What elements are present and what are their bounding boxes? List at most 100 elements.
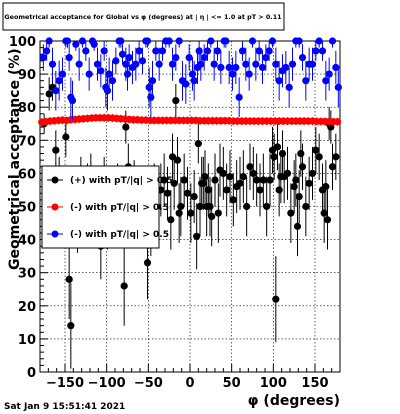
data-point xyxy=(222,37,230,45)
data-point xyxy=(232,63,240,72)
data-point xyxy=(270,153,278,161)
data-point xyxy=(201,173,209,181)
data-point xyxy=(90,40,98,48)
data-point xyxy=(272,60,280,68)
data-point xyxy=(268,37,277,45)
data-point xyxy=(210,60,218,68)
data-point xyxy=(236,179,244,187)
data-point xyxy=(302,202,310,211)
data-point xyxy=(160,176,168,184)
y-tick-label: 10 xyxy=(18,333,36,348)
data-point xyxy=(62,133,70,141)
data-point xyxy=(132,60,140,68)
data-point xyxy=(273,143,282,151)
data-point xyxy=(259,176,267,184)
data-point xyxy=(193,232,201,240)
data-point xyxy=(190,77,198,85)
data-point xyxy=(190,192,198,201)
data-point xyxy=(312,47,320,55)
data-point xyxy=(333,118,342,126)
data-point xyxy=(78,37,87,45)
data-point xyxy=(58,70,67,78)
data-point xyxy=(213,47,222,55)
data-point xyxy=(52,87,60,95)
data-point xyxy=(223,186,231,194)
y-tick-label: 100 xyxy=(9,35,36,50)
data-point xyxy=(266,176,274,184)
axis-ticks xyxy=(39,40,341,373)
data-point xyxy=(315,37,323,45)
y-tick-label: 50 xyxy=(18,201,36,216)
data-point xyxy=(55,77,63,85)
data-point xyxy=(334,83,342,91)
data-point xyxy=(112,57,120,65)
data-point xyxy=(312,146,320,154)
data-point xyxy=(97,67,105,75)
data-point xyxy=(182,80,190,88)
data-point xyxy=(168,60,177,68)
data-point xyxy=(138,57,147,65)
legend-label-minus-red: (-) with pT/|q| > 0.5 xyxy=(70,203,169,213)
data-point xyxy=(203,47,212,55)
data-point xyxy=(199,179,207,187)
data-point xyxy=(297,149,305,158)
data-point xyxy=(249,169,257,177)
data-point xyxy=(105,70,113,78)
data-point xyxy=(225,63,233,72)
data-point xyxy=(120,282,128,290)
data-point xyxy=(125,53,133,62)
data-point xyxy=(145,83,153,91)
x-tick-label: 150 xyxy=(301,376,328,391)
y-tick-label: 90 xyxy=(18,68,36,83)
x-tick-label: −150 xyxy=(46,376,84,391)
data-point xyxy=(315,153,323,161)
data-point xyxy=(283,169,292,177)
data-point xyxy=(295,192,303,201)
data-point xyxy=(63,37,72,45)
y-tick-label: 60 xyxy=(18,167,36,182)
data-point xyxy=(165,37,173,45)
legend-marker-plus xyxy=(51,176,59,184)
data-point xyxy=(163,189,172,197)
data-point xyxy=(252,60,260,68)
data-point xyxy=(245,70,253,78)
x-tick-label: −100 xyxy=(88,376,126,391)
data-point xyxy=(135,47,143,55)
data-point xyxy=(45,37,53,45)
tick-labels: −150 −100 −50 0 50 100 150 0 10 20 30 40 50 60 70 80 90 1… xyxy=(9,35,329,391)
data-point xyxy=(214,209,222,217)
data-point xyxy=(85,70,93,78)
data-point xyxy=(207,37,215,45)
series-minus-blue xyxy=(39,37,342,121)
legend-marker-minus-red xyxy=(51,203,59,211)
data-point xyxy=(143,259,152,267)
data-point xyxy=(248,37,257,45)
data-point xyxy=(265,47,273,55)
data-point xyxy=(285,83,293,91)
data-point xyxy=(39,53,47,62)
data-point xyxy=(204,186,212,194)
data-point xyxy=(103,87,112,95)
x-tick-label: 0 xyxy=(185,376,194,391)
data-point xyxy=(256,186,264,194)
data-point xyxy=(48,60,57,68)
data-point xyxy=(147,93,155,101)
title-box: Geometrical acceptance for Global vs φ (… xyxy=(2,2,285,31)
data-point xyxy=(219,169,227,177)
data-point xyxy=(195,47,203,55)
data-point xyxy=(293,222,302,230)
data-point xyxy=(118,50,127,58)
data-point xyxy=(290,183,298,191)
data-point xyxy=(288,60,297,68)
data-point xyxy=(308,60,317,68)
y-tick-label: 70 xyxy=(18,134,36,149)
data-point xyxy=(295,37,303,45)
data-point xyxy=(242,60,250,68)
data-point xyxy=(183,189,192,197)
data-point xyxy=(323,216,332,224)
data-point xyxy=(122,60,130,68)
data-point xyxy=(255,47,263,55)
data-point xyxy=(235,93,243,101)
data-point xyxy=(282,63,290,72)
data-point xyxy=(117,37,125,45)
